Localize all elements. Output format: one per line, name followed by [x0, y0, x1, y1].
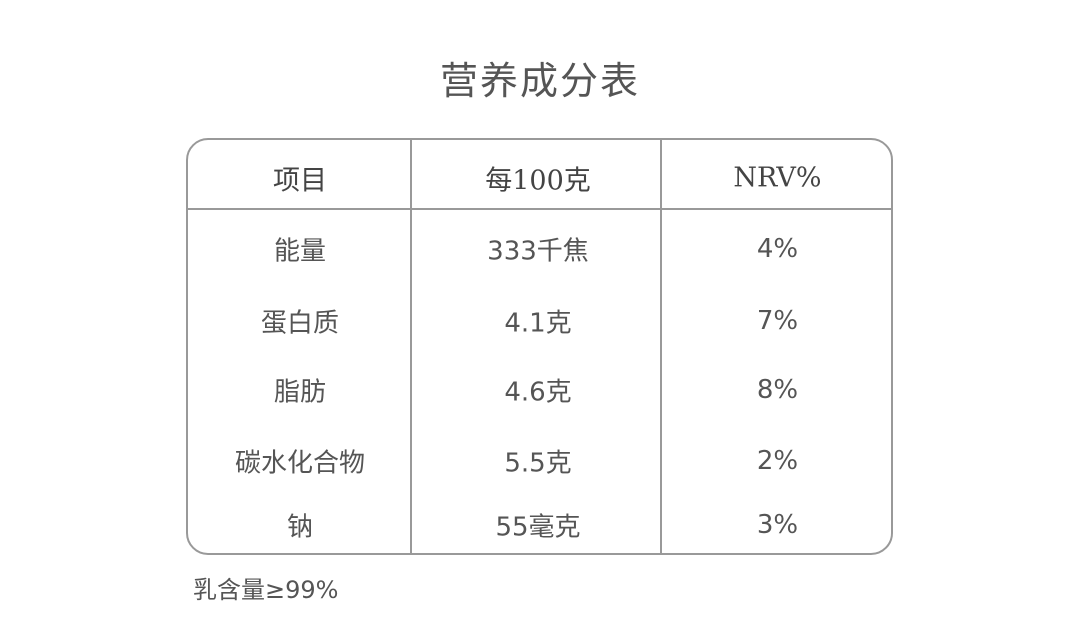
row-nrv: 2%: [756, 446, 799, 476]
header-nrv: NRV%: [733, 162, 822, 194]
row-name: 脂肪: [273, 377, 326, 408]
column-divider: [660, 140, 662, 553]
row-nrv: 4%: [756, 234, 799, 264]
row-value: 4.6克: [504, 377, 572, 408]
row-name: 能量: [273, 236, 326, 267]
row-value: 333千焦: [487, 236, 589, 267]
row-name: 钠: [286, 512, 313, 543]
row-value: 5.5克: [504, 448, 572, 479]
row-name: 碳水化合物: [234, 448, 365, 479]
row-nrv: 8%: [756, 375, 799, 405]
row-value: 4.1克: [504, 308, 572, 339]
header-divider: [188, 208, 891, 210]
column-divider: [410, 140, 412, 553]
header-item: 项目: [273, 165, 327, 197]
page-title: 营养成分表: [439, 59, 640, 103]
row-value: 55毫克: [495, 512, 581, 543]
header-per-100g: 每100克: [485, 165, 591, 197]
row-name: 蛋白质: [260, 308, 339, 339]
milk-content-note: 乳含量≥99%: [193, 576, 339, 604]
row-nrv: 7%: [756, 306, 799, 336]
row-nrv: 3%: [756, 510, 799, 540]
nutrition-table: 项目 每100克 NRV% 能量 333千焦 4% 蛋白质 4.1克 7% 脂肪…: [186, 138, 893, 555]
